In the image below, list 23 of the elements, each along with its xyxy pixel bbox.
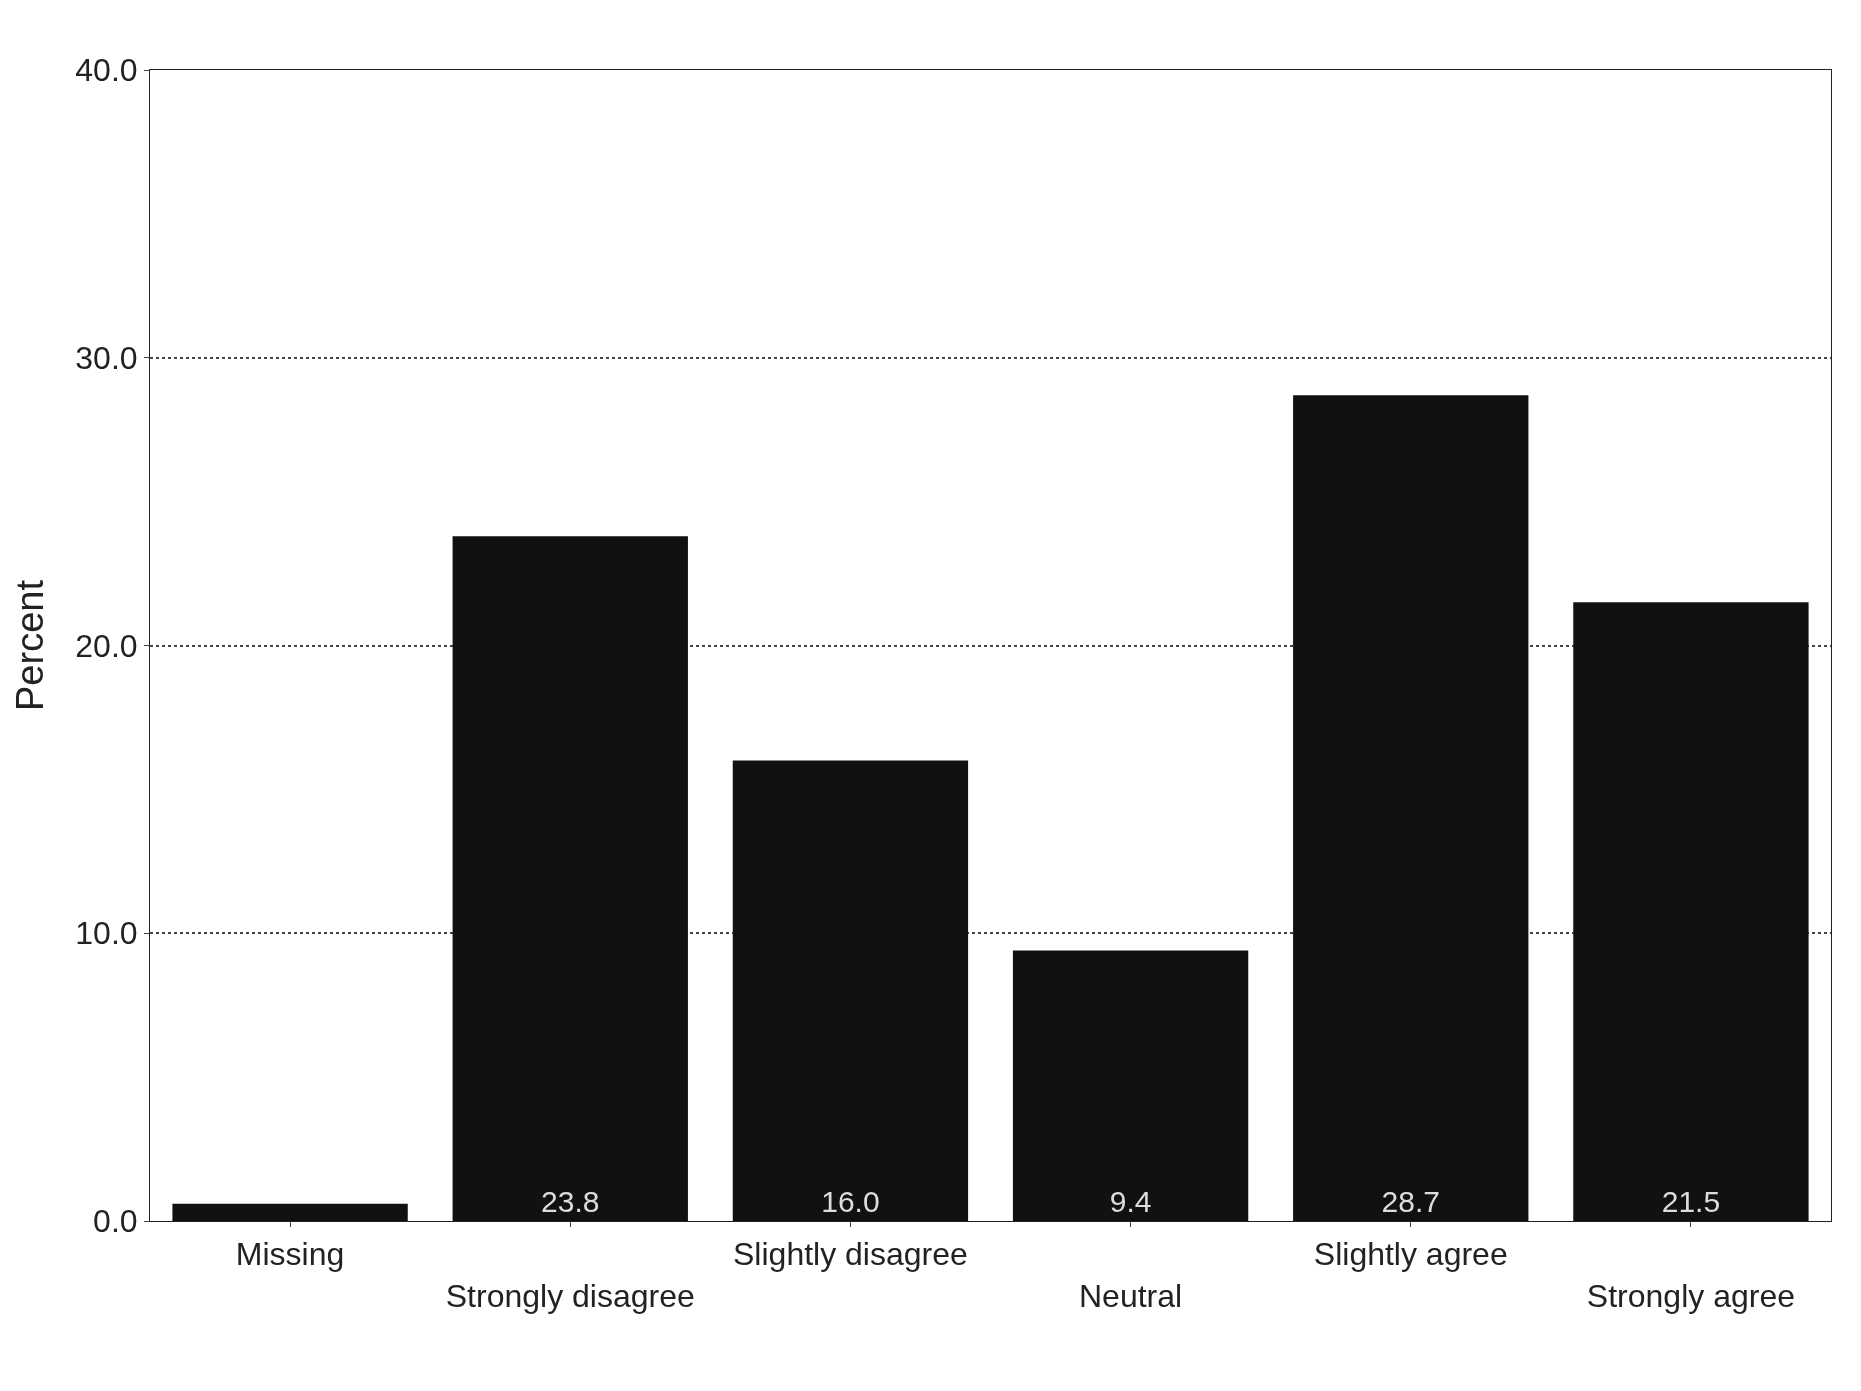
y-axis-title: Percent xyxy=(8,579,51,711)
x-tick-label: Missing xyxy=(235,1236,345,1273)
data-label: 28.7 xyxy=(1381,1185,1440,1218)
data-label: 23.8 xyxy=(541,1185,600,1218)
y-tick-label: 30.0 xyxy=(75,339,138,376)
bar xyxy=(172,1203,408,1221)
y-tick-label: 20.0 xyxy=(75,627,138,664)
bar xyxy=(452,536,688,1221)
data-label: 16.0 xyxy=(821,1185,880,1218)
y-tick-label: 10.0 xyxy=(75,915,138,952)
x-tick-label: Strongly agree xyxy=(1586,1278,1795,1314)
bar xyxy=(1012,950,1249,1221)
bar xyxy=(732,760,969,1221)
x-tick-label: Slightly agree xyxy=(1313,1236,1508,1273)
x-tick-label: Neutral xyxy=(1079,1278,1183,1314)
data-label: 9.4 xyxy=(1109,1185,1152,1218)
bar xyxy=(1293,395,1529,1221)
y-tick-label: 40.0 xyxy=(75,52,138,89)
y-tick-label: 0.0 xyxy=(93,1203,138,1240)
x-tick-label: Strongly disagree xyxy=(445,1278,695,1314)
bar xyxy=(1573,602,1809,1221)
data-label: 21.5 xyxy=(1661,1185,1721,1218)
x-tick-label: Slightly disagree xyxy=(733,1236,968,1273)
